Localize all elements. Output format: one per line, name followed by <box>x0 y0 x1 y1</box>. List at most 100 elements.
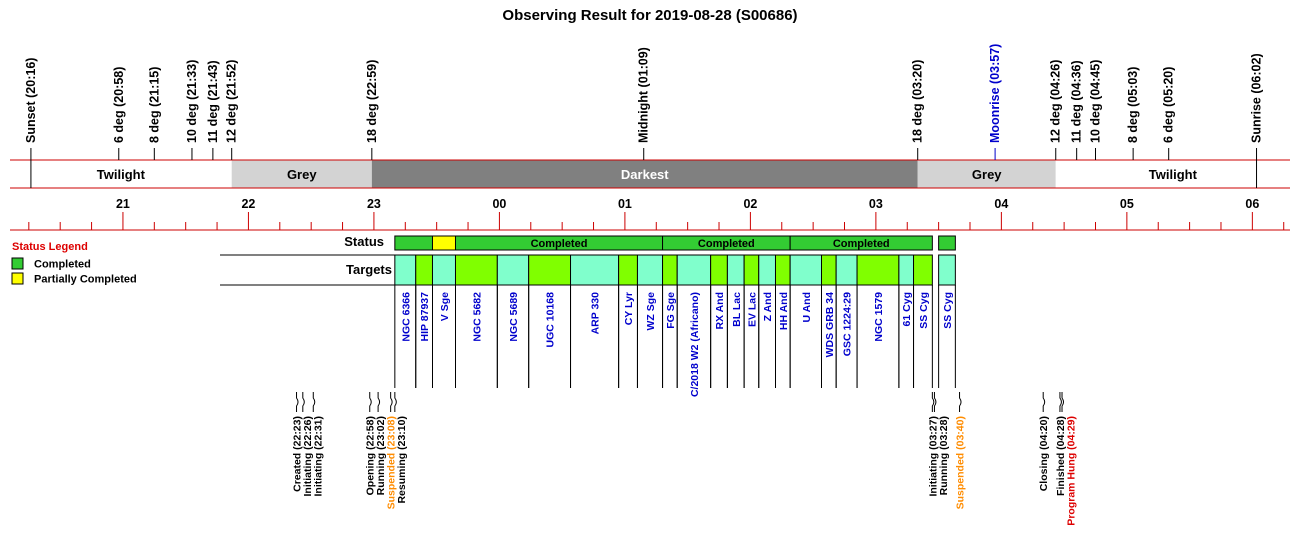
hour-tick-label: 21 <box>116 197 130 211</box>
event-label: Running (03:28) <box>938 416 950 495</box>
legend-swatch <box>11 257 24 270</box>
target-name: CY Lyr <box>623 292 635 325</box>
target-name: GSC 1224:29 <box>842 292 854 356</box>
event-leader <box>394 392 397 412</box>
target-name: 61 Cyg <box>901 292 913 326</box>
event-label: Opening (22:58) <box>365 416 377 495</box>
target-name: UGC 10168 <box>545 292 557 348</box>
legend-item-label: Completed <box>34 259 91 271</box>
event-leader <box>296 392 299 412</box>
event-label: Initiating (03:27) <box>927 416 939 497</box>
event-leader <box>933 392 937 412</box>
event-label: Initiating (22:31) <box>313 416 325 497</box>
target-name: NGC 5682 <box>471 292 483 342</box>
event-label: Running (23:02) <box>375 416 387 495</box>
status-legend: Status Legend Completed Partially Complete… <box>11 241 137 286</box>
sun-marker-label: Moonrise (03:57) <box>988 44 1002 143</box>
sun-marker-label: 6 deg (05:20) <box>1162 67 1176 143</box>
sun-marker-label: 11 deg (21:43) <box>206 60 220 143</box>
target-block <box>454 254 498 286</box>
target-block <box>394 254 417 286</box>
sun-markers: Sunset (20:16) 6 deg (20:58) 8 deg (21:15)… <box>24 44 1264 188</box>
hour-tick-label: 23 <box>367 197 381 211</box>
target-block <box>431 254 456 286</box>
hour-tick-label: 06 <box>1245 197 1259 211</box>
target-block <box>913 254 933 286</box>
targets-row: NGC 6366 HIP 87937 V Sge NGC 5682 NGC 5689 UG… <box>394 254 956 397</box>
target-name: NGC 1579 <box>873 292 885 342</box>
event-leader <box>302 392 305 412</box>
target-block <box>938 254 956 286</box>
target-name: C/2018 W2 (Africano) <box>689 292 701 397</box>
sun-marker-label: 12 deg (21:52) <box>225 60 239 143</box>
target-block <box>835 254 858 286</box>
target-name: RX And <box>714 292 726 330</box>
hour-tick-label: 01 <box>618 197 632 211</box>
event-leader <box>1059 392 1062 412</box>
sun-marker-label: 18 deg (22:59) <box>365 60 379 143</box>
sun-marker-label: 8 deg (21:15) <box>147 67 161 143</box>
event-label: Created (22:23) <box>292 416 304 492</box>
status-segment-label: Completed <box>531 238 588 250</box>
event-leader <box>1061 392 1065 412</box>
sun-marker-label: 10 deg (21:33) <box>185 60 199 143</box>
target-block <box>898 254 915 286</box>
status-row: Completed Completed Completed <box>394 235 956 251</box>
sun-marker-label: 11 deg (04:36) <box>1070 60 1084 143</box>
target-block <box>856 254 900 286</box>
target-block <box>821 254 837 286</box>
row-labels: Status Targets <box>220 234 398 286</box>
target-name: NGC 5689 <box>508 292 520 342</box>
sky-band-4 <box>1055 160 1290 188</box>
status-segment-label: Completed <box>833 238 890 250</box>
event-label: Closing (04:20) <box>1038 416 1050 491</box>
target-block <box>676 254 712 286</box>
target-block <box>636 254 664 286</box>
target-block <box>570 254 620 286</box>
sky-bands: Twilight Grey Darkest Grey Twilight <box>10 159 1290 189</box>
event-leader <box>931 392 935 412</box>
hour-tick-label: 03 <box>869 197 883 211</box>
sky-band-3 <box>917 160 1056 188</box>
hour-tick-label: 02 <box>743 197 757 211</box>
sky-band-label: Darkest <box>621 167 669 182</box>
hour-tick-label: 00 <box>492 197 506 211</box>
legend-title: Status Legend <box>12 241 88 253</box>
target-name: WZ Sge <box>645 292 657 331</box>
sky-band-label: Twilight <box>1149 167 1198 182</box>
target-name: WDS GRB 34 <box>824 292 836 358</box>
sun-marker-label: 12 deg (04:26) <box>1049 60 1063 143</box>
target-block <box>618 254 638 286</box>
sun-marker-label: Midnight (01:09) <box>637 47 651 143</box>
target-block <box>774 254 791 286</box>
chart-title: Observing Result for 2019-08-28 (S00686) <box>502 7 797 24</box>
status-segment <box>431 235 456 251</box>
sky-band-0 <box>10 160 232 188</box>
target-name: BL Lac <box>731 292 743 327</box>
status-segment <box>938 235 956 251</box>
target-name: NGC 6366 <box>400 292 412 342</box>
target-block <box>662 254 678 286</box>
legend-item-label: Partially Completed <box>34 274 137 286</box>
sky-band-2 <box>371 160 918 188</box>
target-name: HH And <box>778 292 790 330</box>
event-markers: Created (22:23)Initiating (22:26)Initiat… <box>292 392 1077 526</box>
event-leader <box>1042 392 1046 412</box>
target-block <box>415 254 433 286</box>
hour-tick-label: 22 <box>241 197 255 211</box>
event-label: Program Hung (04:29) <box>1065 416 1077 526</box>
event-leader <box>390 392 393 412</box>
target-name: SS Cyg <box>942 292 954 329</box>
target-name: SS Cyg <box>918 292 930 329</box>
target-name: HIP 87937 <box>419 292 431 342</box>
target-block <box>528 254 572 286</box>
sky-band-label: Twilight <box>97 167 146 182</box>
event-label: Suspended (23:08) <box>386 416 398 509</box>
target-block <box>758 254 776 286</box>
event-leader <box>312 392 316 412</box>
event-label: Initiating (22:26) <box>302 416 314 497</box>
event-label: Resuming (23:10) <box>396 416 408 504</box>
event-label: Finished (04:28) <box>1055 416 1067 496</box>
target-block <box>710 254 728 286</box>
legend-swatch <box>11 272 24 285</box>
